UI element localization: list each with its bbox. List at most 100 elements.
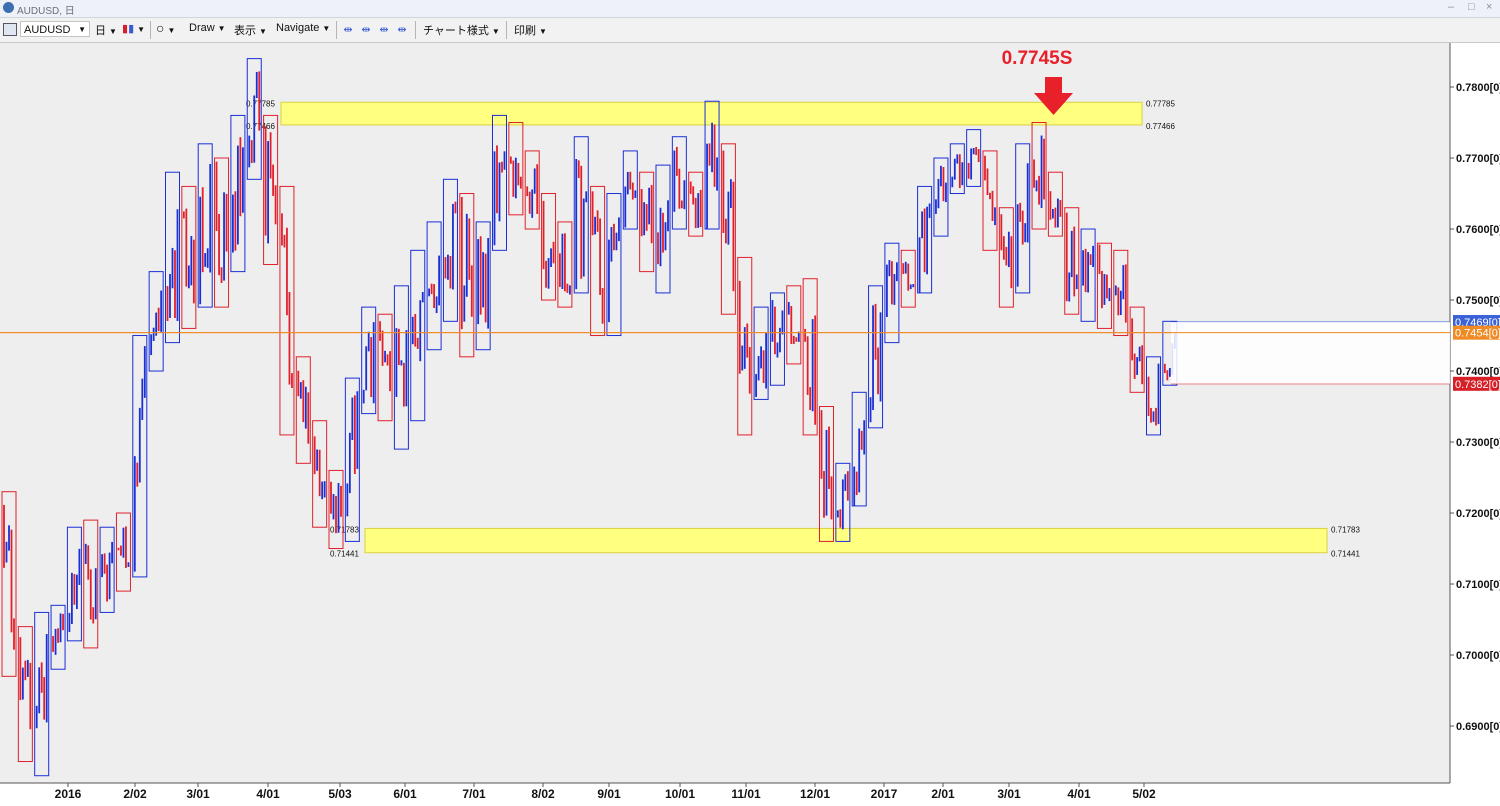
candle (295, 356, 311, 464)
candle (99, 526, 115, 613)
candle (835, 462, 851, 542)
candle-range-box (1047, 171, 1063, 237)
time-tick-label: 2016 (55, 787, 82, 801)
candle (590, 185, 606, 337)
target-price-annotation: 0.7745S (1002, 48, 1073, 69)
toolbar-divider (415, 21, 416, 39)
close-icon[interactable]: × (1486, 1, 1493, 13)
candle (900, 249, 916, 308)
candle (949, 143, 965, 195)
candle (50, 604, 66, 670)
support-zone[interactable] (364, 527, 1328, 554)
plot-background (0, 43, 1450, 783)
candle-range-box (688, 171, 704, 237)
candle-range-box (361, 306, 377, 415)
candle-range-box (1080, 228, 1096, 322)
draw-menu[interactable]: Draw ▼ (189, 22, 226, 34)
zoom-out-icon[interactable]: ⇹ (397, 24, 407, 36)
candle-range-box (524, 150, 540, 230)
price-line-layer (0, 321, 1450, 385)
candle-range-box (214, 157, 230, 308)
candle (459, 193, 475, 358)
candlestick-icon-2: ▮ (128, 23, 135, 35)
candle (557, 221, 573, 308)
candle (426, 221, 442, 351)
candle-range-box (769, 292, 785, 386)
shape-tool-button[interactable]: ○ ▼ (156, 20, 175, 36)
candle-range-box (949, 143, 965, 195)
minimize-icon[interactable]: – (1448, 1, 1455, 13)
candle (508, 122, 524, 216)
candle (1031, 122, 1047, 230)
scroll-right-icon[interactable]: ⇹ (361, 24, 371, 36)
candle (181, 185, 197, 329)
time-tick-label: 10/01 (665, 787, 695, 801)
candle (1129, 306, 1145, 393)
maximize-icon[interactable]: □ (1468, 1, 1475, 13)
candle (998, 207, 1014, 308)
timeframe-select[interactable]: 日 ▼ (95, 22, 117, 38)
chart-type-button[interactable]: ▮▮ ▼ (122, 22, 145, 35)
time-tick-label: 12/01 (800, 787, 830, 801)
resistance-upper-label-left: 0.77785 (246, 99, 275, 108)
candle-range-box (753, 306, 769, 400)
candle (769, 292, 785, 386)
price-tick-label: 0.7700[0] (1456, 153, 1500, 165)
candle-range-box (851, 391, 867, 507)
time-tick-label: 3/01 (997, 787, 1021, 801)
candle-range-box (671, 136, 687, 230)
time-tick-label: 6/01 (393, 787, 417, 801)
time-tick-label: 2017 (871, 787, 898, 801)
price-axis-background (1450, 43, 1500, 783)
candle (1, 491, 17, 677)
toolbar-divider (506, 21, 507, 39)
candle-range-box (393, 285, 409, 450)
candle-range-box (1031, 122, 1047, 230)
candle-range-box (426, 221, 442, 351)
candle (377, 313, 393, 422)
candle-range-box (475, 221, 491, 351)
candle-range-box (639, 171, 655, 273)
candle (66, 526, 82, 642)
zoom-in-icon[interactable]: ⇹ (379, 24, 389, 36)
candle-range-box (868, 285, 884, 429)
candle (410, 249, 426, 422)
candle-range-box (165, 171, 180, 344)
candle (475, 221, 491, 351)
circle-icon: ○ (156, 20, 165, 36)
candle (1096, 242, 1112, 329)
candle (851, 391, 867, 507)
print-menu[interactable]: 印刷 ▼ (514, 22, 547, 38)
candlestick-chart[interactable]: 0.77785 0.77466 0.77785 0.77466 0.71783 0.714… (0, 43, 1500, 801)
candle-range-box (279, 185, 295, 436)
candlestick-icon: ▮ (122, 23, 129, 35)
time-axis: 2016 2/02 3/01 4/01 5/03 6/01 7/01 8/02 9/01 10/0… (55, 783, 1156, 801)
candle (361, 306, 377, 415)
candle (720, 143, 736, 315)
price-tick-label: 0.7600[0] (1456, 224, 1500, 236)
view-menu-label: 表示 (234, 25, 256, 37)
candle-range-box (786, 285, 802, 365)
candle (1047, 171, 1063, 237)
candle (214, 157, 230, 308)
view-menu[interactable]: 表示 ▼ (234, 22, 267, 38)
time-tick-label: 2/02 (123, 787, 147, 801)
candle-range-box (590, 185, 606, 337)
candle-range-box (802, 278, 818, 436)
candle (982, 150, 998, 251)
scroll-left-icon[interactable]: ⇹ (343, 24, 353, 36)
price-chart-area[interactable]: 0.77785 0.77466 0.77785 0.77466 0.71783 0.714… (0, 43, 1500, 801)
price-tick-label: 0.7500[0] (1456, 295, 1500, 307)
candle-range-box (704, 100, 720, 230)
chevron-down-icon: ▼ (137, 25, 146, 34)
candle (622, 150, 638, 230)
print-menu-label: 印刷 (514, 25, 536, 37)
navigate-menu[interactable]: Navigate ▼ (276, 22, 330, 34)
symbol-select[interactable]: AUDUSD ▼ (20, 21, 90, 37)
candle-range-box (737, 256, 753, 436)
time-tick-label: 4/01 (1067, 787, 1091, 801)
chart-style-menu[interactable]: チャート様式 ▼ (423, 22, 500, 38)
candle (819, 406, 834, 542)
resistance-zone[interactable] (280, 101, 1143, 126)
app-logo-icon (3, 2, 14, 13)
